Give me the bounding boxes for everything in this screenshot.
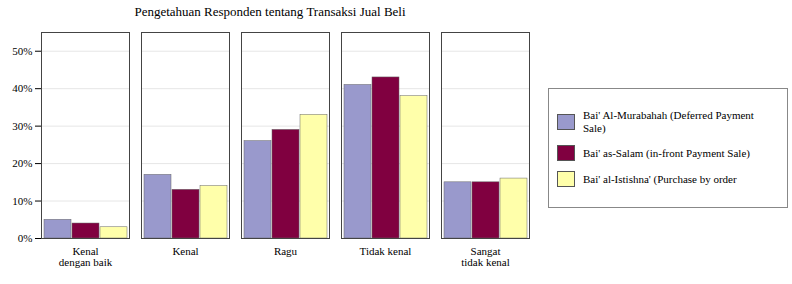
html-text:Bai' Al-Murabahah (Deferred Pa: Bai' Al-Murabahah (Deferred Payment Sale… [583,108,754,134]
html-text:Bai' al-Istishna' (Purchase by: Bai' al-Istishna' (Purchase by order [583,172,737,185]
html-text:Bai' as-Salam (in-front Paymen: Bai' as-Salam (in-front Payment Sale) [583,146,750,159]
svg-text:Kenal: Kenal [172,245,198,257]
svg-text:Tidak kenal: Tidak kenal [360,245,412,257]
svg-text:Sangattidak kenal: Sangattidak kenal [461,245,510,268]
svg-text:0%: 0% [18,232,33,244]
svg-text:Ragu: Ragu [274,245,298,257]
svg-text:40%: 40% [12,82,32,94]
html-text:Pengetahuan Responden tentang: Pengetahuan Responden tentang Transaksi … [134,4,406,19]
svg-text:Kenaldengan baik: Kenaldengan baik [59,245,113,268]
svg-text:50%: 50% [12,45,32,57]
svg-text:20%: 20% [12,157,32,169]
svg-text:10%: 10% [12,195,32,207]
svg-text:30%: 30% [12,120,32,132]
